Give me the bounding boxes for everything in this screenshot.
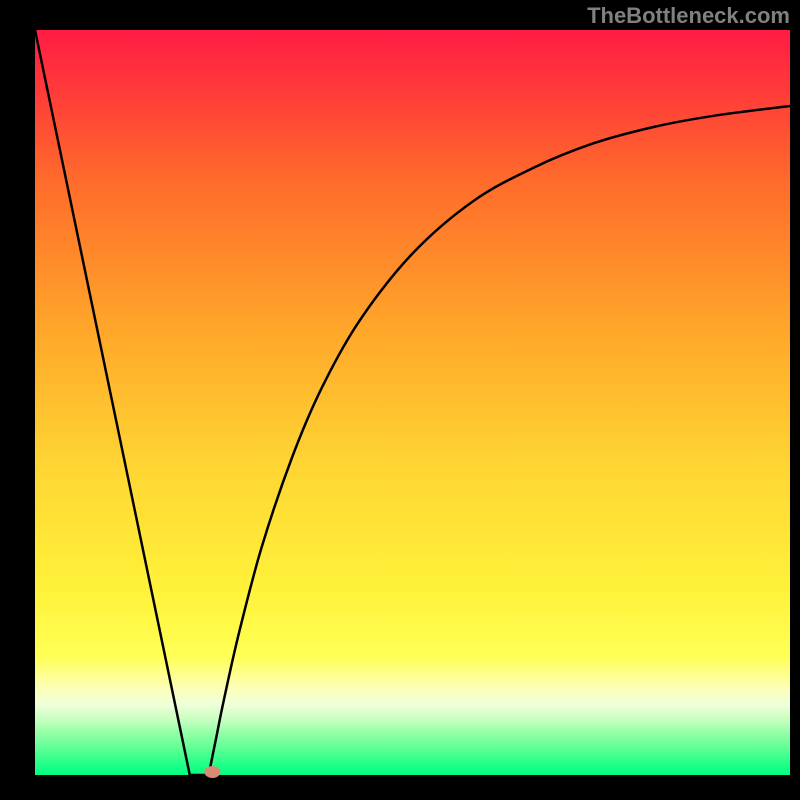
bottleneck-chart (0, 0, 800, 800)
watermark-text: TheBottleneck.com (587, 3, 790, 29)
plot-background (35, 30, 790, 775)
chart-frame: TheBottleneck.com (0, 0, 800, 800)
sweet-spot-marker (204, 766, 220, 778)
